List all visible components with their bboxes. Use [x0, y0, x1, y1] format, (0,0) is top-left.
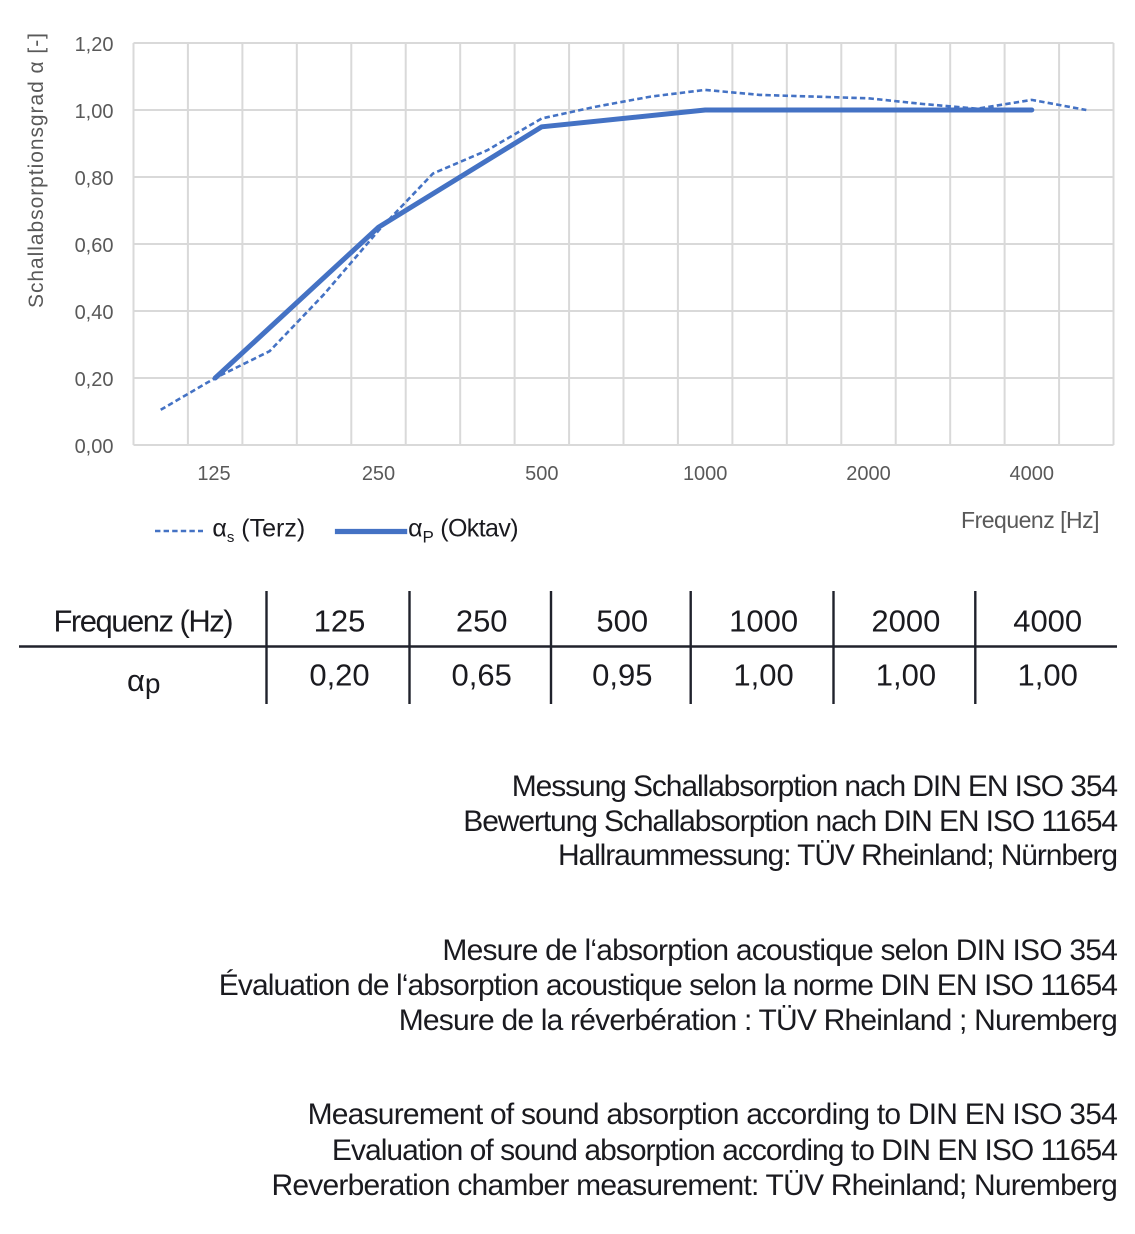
- svg-text:4000: 4000: [1010, 463, 1055, 485]
- svg-text:Frequenz [Hz]: Frequenz [Hz]: [961, 507, 1099, 533]
- svg-text:2000: 2000: [846, 463, 891, 485]
- svg-text:4000: 4000: [1013, 604, 1082, 639]
- svg-text:0,20: 0,20: [75, 369, 114, 391]
- svg-text:0,65: 0,65: [452, 658, 512, 693]
- svg-text:250: 250: [456, 604, 508, 639]
- svg-text:1,00: 1,00: [876, 658, 936, 693]
- svg-text:0,95: 0,95: [592, 658, 652, 693]
- svg-text:1,20: 1,20: [75, 34, 114, 56]
- svg-text:0,80: 0,80: [75, 168, 114, 190]
- svg-text:250: 250: [362, 463, 395, 485]
- svg-text:αP (Oktav): αP (Oktav): [408, 515, 518, 547]
- svg-text:αp: αp: [127, 663, 161, 699]
- svg-text:1000: 1000: [729, 604, 798, 639]
- svg-text:500: 500: [596, 604, 648, 639]
- svg-text:Schallabsorptionsgrad α [-]: Schallabsorptionsgrad α [-]: [25, 32, 48, 308]
- svg-text:125: 125: [314, 604, 366, 639]
- svg-text:0,40: 0,40: [75, 302, 114, 324]
- svg-text:1,00: 1,00: [733, 658, 793, 693]
- svg-text:0,20: 0,20: [309, 658, 369, 693]
- svg-text:0,60: 0,60: [75, 235, 114, 257]
- svg-text:1,00: 1,00: [1018, 658, 1078, 693]
- svg-text:2000: 2000: [871, 604, 940, 639]
- svg-text:1,00: 1,00: [75, 101, 114, 123]
- svg-text:0,00: 0,00: [75, 436, 114, 458]
- svg-text:125: 125: [197, 463, 230, 485]
- svg-text:1000: 1000: [683, 463, 728, 485]
- svg-text:Frequenz (Hz): Frequenz (Hz): [53, 604, 232, 639]
- svg-text:500: 500: [525, 463, 558, 485]
- svg-text:αs (Terz): αs (Terz): [212, 515, 305, 547]
